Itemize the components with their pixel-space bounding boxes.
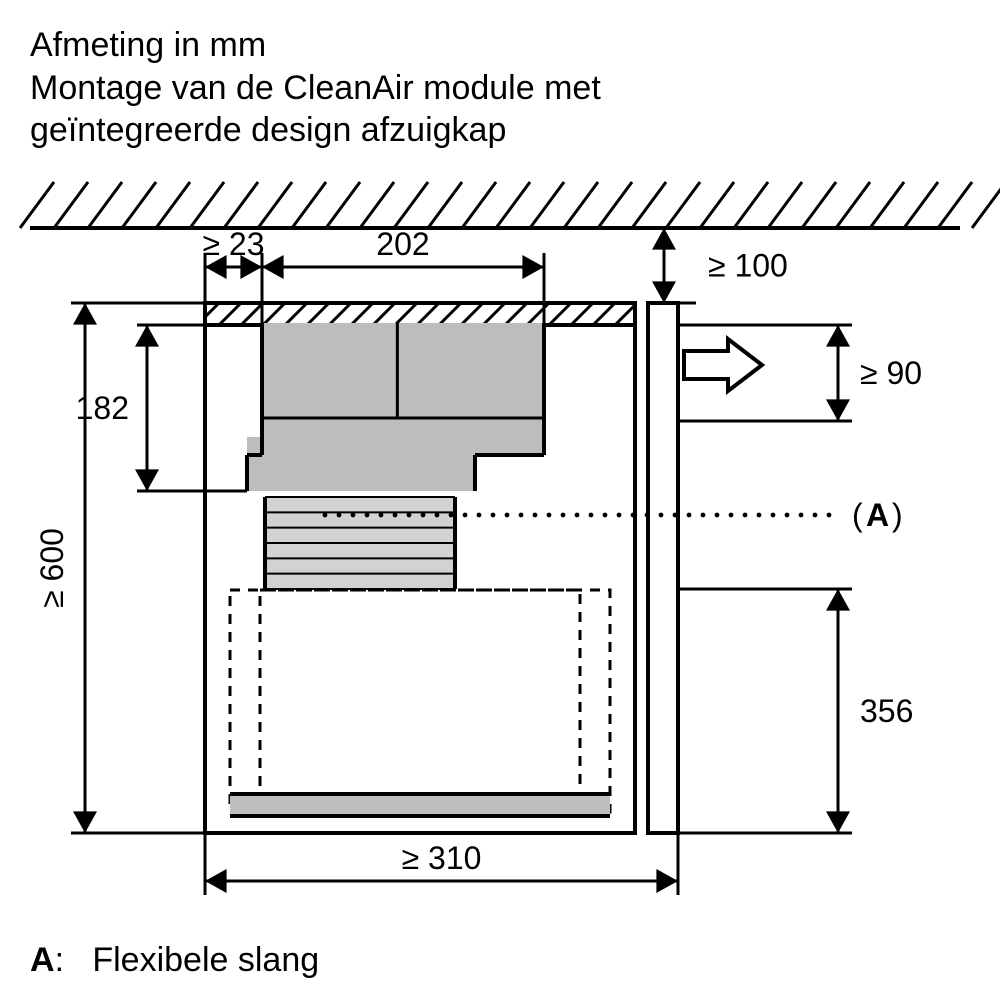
title-line1: Afmeting in mm [30,26,266,64]
legend-text: Flexibele slang [92,941,319,979]
svg-text:202: 202 [376,226,429,262]
svg-text:356: 356 [860,693,913,729]
svg-text:≥ 100: ≥ 100 [708,247,788,283]
title-line3: geïntegreerde design afzuigkap [30,111,506,149]
svg-text:): ) [892,497,903,533]
svg-text:≥ 600: ≥ 600 [34,528,70,608]
title-line2: Montage van de CleanAir module met [30,69,601,107]
svg-text:≥ 23: ≥ 23 [202,226,264,262]
svg-text:(: ( [852,497,863,533]
legend-key: A [30,941,55,979]
technical-drawing: (A)≥ 23202≥ 100182≥ 90≥ 600356≥ 310 [0,152,1000,912]
svg-text:A: A [866,497,889,533]
svg-text:≥ 90: ≥ 90 [860,355,922,391]
svg-text:≥ 310: ≥ 310 [402,840,482,876]
legend: A: Flexibele slang [30,941,319,980]
